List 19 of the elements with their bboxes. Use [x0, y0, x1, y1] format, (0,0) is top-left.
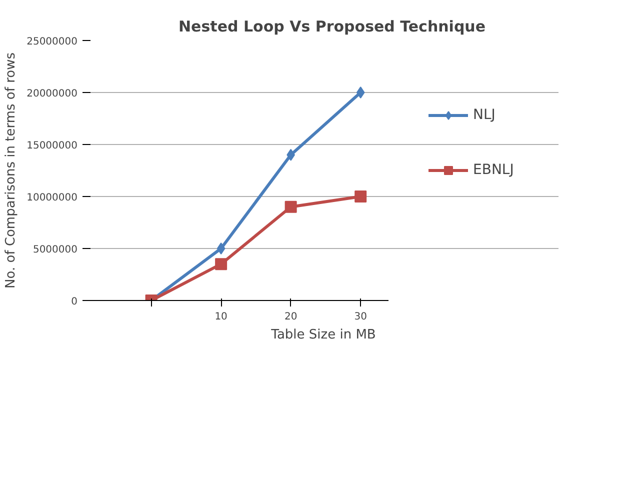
- point: [215, 258, 228, 270]
- point: [354, 190, 367, 202]
- legend-label: EBNLJ: [473, 162, 514, 178]
- x-axis-title: Table Size in MB: [270, 328, 376, 342]
- y-tick-label: 15000000: [26, 140, 78, 152]
- y-tick-label: 10000000: [26, 192, 78, 204]
- y-axis-title: No. of Comparisons in terms of rows: [4, 52, 19, 288]
- y-tick-label: 25000000: [26, 36, 78, 48]
- x-tick-label: 20: [284, 312, 298, 322]
- point: [216, 242, 226, 254]
- point: [284, 200, 297, 213]
- x-tick-label: 10: [214, 312, 228, 322]
- chart-title: Nested Loop Vs Proposed Technique: [178, 18, 486, 36]
- point: [356, 86, 365, 98]
- x-tick-label: 30: [354, 312, 367, 322]
- y-tick-label: 0: [71, 296, 78, 308]
- y-tick-label: 5000000: [32, 244, 78, 256]
- y-tick-label: 20000000: [26, 88, 78, 100]
- legend-label: NLJ: [473, 107, 496, 123]
